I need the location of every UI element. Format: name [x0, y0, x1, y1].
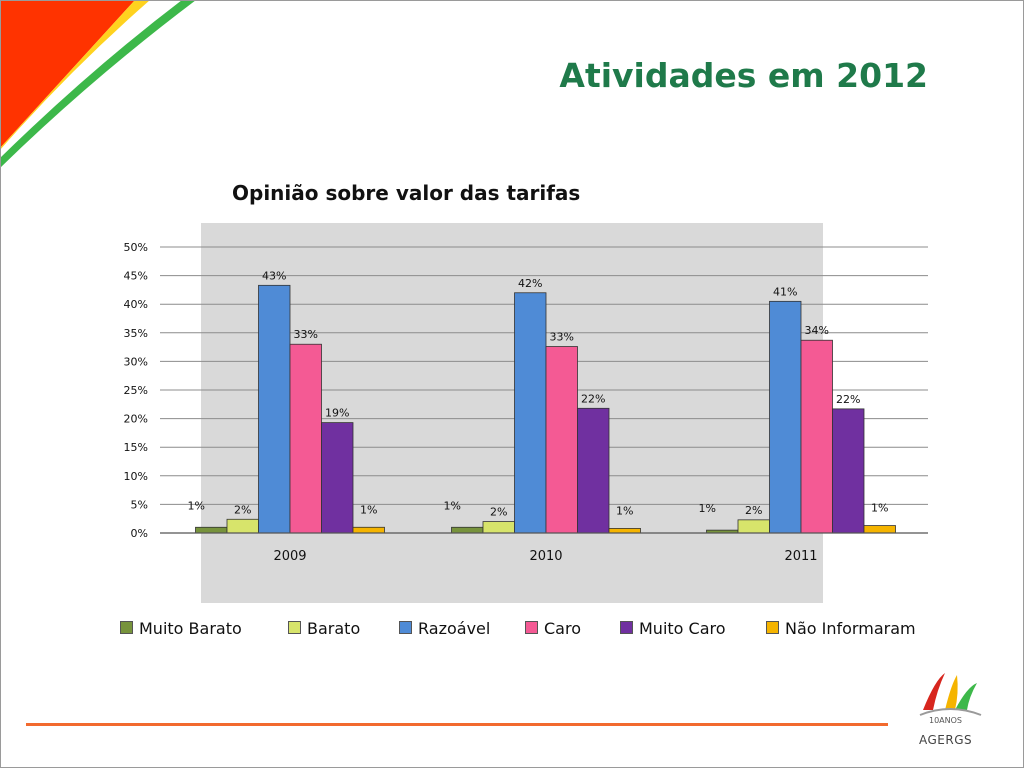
- legend-swatch: [620, 621, 633, 634]
- data-label: 22%: [836, 393, 860, 406]
- bar-razo-vel-2009: [258, 284, 291, 534]
- bar-n-o-informaram-2011: [863, 525, 896, 534]
- logo-anos-text: 10ANOS: [929, 716, 963, 725]
- y-tick-label: 40%: [124, 298, 148, 311]
- corner-decoration: [0, 0, 196, 168]
- legend-item: Muito Caro: [620, 619, 726, 638]
- bar-barato-2010: [482, 521, 515, 534]
- y-tick-label: 20%: [124, 413, 148, 426]
- y-tick-label: 30%: [124, 355, 148, 368]
- y-tick-label: 15%: [124, 441, 148, 454]
- bar-razo-vel-2010: [514, 292, 547, 534]
- data-label: 2%: [490, 506, 507, 519]
- legend-swatch: [120, 621, 133, 634]
- legend-label: Razoável: [418, 619, 491, 638]
- legend-swatch: [288, 621, 301, 634]
- data-label: 2%: [234, 503, 251, 516]
- legend-item: Razoável: [399, 619, 490, 638]
- data-label: 1%: [360, 503, 377, 516]
- y-tick-label: 0%: [131, 527, 148, 540]
- legend-label: Não Informaram: [785, 619, 916, 638]
- y-tick-label: 25%: [124, 384, 148, 397]
- chart-title: Opinião sobre valor das tarifas: [232, 181, 581, 205]
- legend-label: Muito Barato: [139, 619, 242, 638]
- legend-swatch: [525, 621, 538, 634]
- legend-item: Caro: [525, 619, 581, 638]
- footer-divider: [26, 723, 888, 726]
- bar-muito-caro-2010: [577, 407, 610, 534]
- data-label: 1%: [444, 499, 461, 512]
- legend-item: Barato: [288, 619, 360, 638]
- x-tick-label: 2009: [273, 549, 306, 564]
- bar-muito-caro-2011: [832, 408, 865, 534]
- y-tick-label: 10%: [124, 470, 148, 483]
- data-label: 19%: [325, 407, 349, 420]
- data-label: 43%: [262, 269, 286, 282]
- bar-muito-barato-2009: [195, 526, 228, 534]
- slide-title: Atividades em 2012: [559, 56, 928, 95]
- legend-item: Não Informaram: [766, 619, 916, 638]
- data-label: 2%: [745, 504, 762, 517]
- y-tick-label: 50%: [124, 241, 148, 254]
- x-tick-label: 2011: [784, 549, 817, 564]
- bar-barato-2011: [737, 519, 770, 534]
- data-label: 34%: [805, 324, 829, 337]
- data-label: 41%: [773, 285, 797, 298]
- bar-caro-2011: [800, 339, 833, 534]
- bar-chart: 0% 5% 10% 15% 20% 25% 30% 35% 40% 45% 50% 1% 2% 43% 33…: [124, 223, 928, 603]
- bar-razo-vel-2011: [769, 300, 802, 534]
- data-label: 33%: [294, 328, 318, 341]
- bar-muito-barato-2010: [451, 526, 484, 534]
- legend-swatch: [766, 621, 779, 634]
- data-label: 1%: [188, 499, 205, 512]
- bar-muito-caro-2009: [321, 422, 354, 534]
- agergs-logo-icon: [919, 673, 982, 716]
- legend-label: Barato: [307, 619, 361, 638]
- legend-label: Caro: [544, 619, 581, 638]
- x-tick-label: 2010: [529, 549, 562, 564]
- data-label: 42%: [518, 277, 542, 290]
- data-label: 33%: [550, 331, 574, 344]
- bar-caro-2009: [289, 343, 322, 534]
- data-label: 1%: [699, 502, 716, 515]
- y-tick-label: 45%: [124, 270, 148, 283]
- bar-n-o-informaram-2009: [352, 526, 385, 534]
- bar-barato-2009: [226, 518, 259, 534]
- data-label: 1%: [871, 502, 888, 515]
- data-label: 1%: [616, 504, 633, 517]
- legend-item: Muito Barato: [120, 619, 242, 638]
- chart-legend: Muito Barato Barato Razoável Caro Muito Caro…: [120, 619, 940, 641]
- y-tick-label: 35%: [124, 327, 148, 340]
- bar-caro-2010: [545, 346, 578, 534]
- bar-n-o-informaram-2010: [608, 528, 641, 534]
- legend-swatch: [399, 621, 412, 634]
- y-tick-label: 5%: [131, 498, 148, 511]
- logo-name-text: AGERGS: [919, 733, 973, 747]
- legend-label: Muito Caro: [639, 619, 726, 638]
- data-label: 22%: [581, 392, 605, 405]
